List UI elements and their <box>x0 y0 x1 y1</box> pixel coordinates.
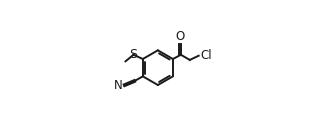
Text: O: O <box>176 30 185 43</box>
Text: N: N <box>114 79 123 92</box>
Text: S: S <box>129 48 138 61</box>
Text: Cl: Cl <box>200 49 212 62</box>
